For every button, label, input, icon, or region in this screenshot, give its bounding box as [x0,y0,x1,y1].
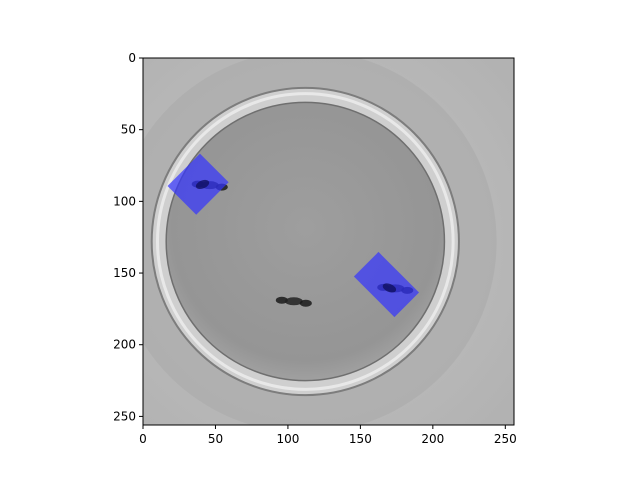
microscope-image [143,58,514,425]
highlight-overlays [167,153,420,318]
insect-2 [275,296,312,307]
y-tick-label: 250 [113,409,136,423]
x-tick-label: 250 [494,432,517,446]
x-tick-label: 100 [276,432,299,446]
highlighted-insect [195,179,210,190]
dish-floor [165,101,446,382]
y-axis: 0 50 100 150 200 250 [113,51,143,423]
x-axis: 0 50 100 150 200 250 [139,425,517,446]
insect-head [275,296,288,304]
insect-body [284,297,303,306]
y-tick-label: 150 [113,266,136,280]
highlighted-insect [382,283,397,293]
x-tick-label: 0 [139,432,147,446]
x-tick-label: 150 [349,432,372,446]
y-tick-label: 100 [113,194,136,208]
dish-rim-highlight [155,92,455,391]
x-tick-label: 200 [421,432,444,446]
x-tick-label: 50 [208,432,223,446]
plot-frame [142,57,515,426]
y-tick-label: 200 [113,338,136,352]
insect-tail [299,299,312,307]
y-tick-label: 0 [128,51,136,65]
y-tick-label: 50 [121,123,136,137]
